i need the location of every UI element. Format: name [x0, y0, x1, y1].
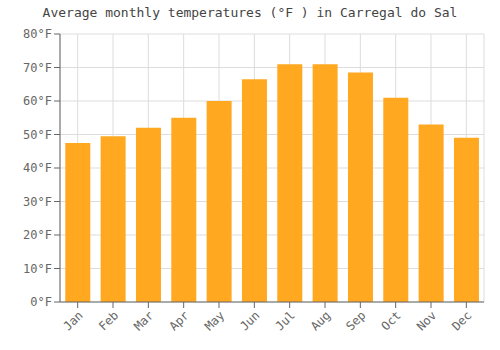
- svg-text:Oct: Oct: [379, 308, 404, 333]
- svg-text:0°F: 0°F: [30, 295, 52, 309]
- svg-text:80°F: 80°F: [23, 27, 52, 41]
- svg-text:40°F: 40°F: [23, 161, 52, 175]
- svg-text:Aug: Aug: [308, 308, 333, 333]
- svg-text:Dec: Dec: [449, 308, 474, 333]
- svg-text:May: May: [202, 308, 227, 333]
- svg-text:50°F: 50°F: [23, 128, 52, 142]
- svg-text:70°F: 70°F: [23, 61, 52, 75]
- svg-text:Nov: Nov: [414, 308, 439, 333]
- html-text:Average monthly temperatures (: Average monthly temperatures (°F ) in Ca…: [42, 5, 458, 20]
- svg-text:Jun: Jun: [237, 308, 262, 333]
- svg-text:10°F: 10°F: [23, 262, 52, 276]
- svg-text:Jul: Jul: [273, 308, 298, 333]
- svg-text:20°F: 20°F: [23, 228, 52, 242]
- svg-text:60°F: 60°F: [23, 94, 52, 108]
- svg-text:Mar: Mar: [131, 308, 156, 333]
- svg-text:Sep: Sep: [343, 308, 368, 333]
- svg-text:Feb: Feb: [96, 308, 121, 333]
- svg-text:Jan: Jan: [61, 308, 86, 333]
- svg-text:Apr: Apr: [167, 308, 192, 333]
- svg-text:30°F: 30°F: [23, 195, 52, 209]
